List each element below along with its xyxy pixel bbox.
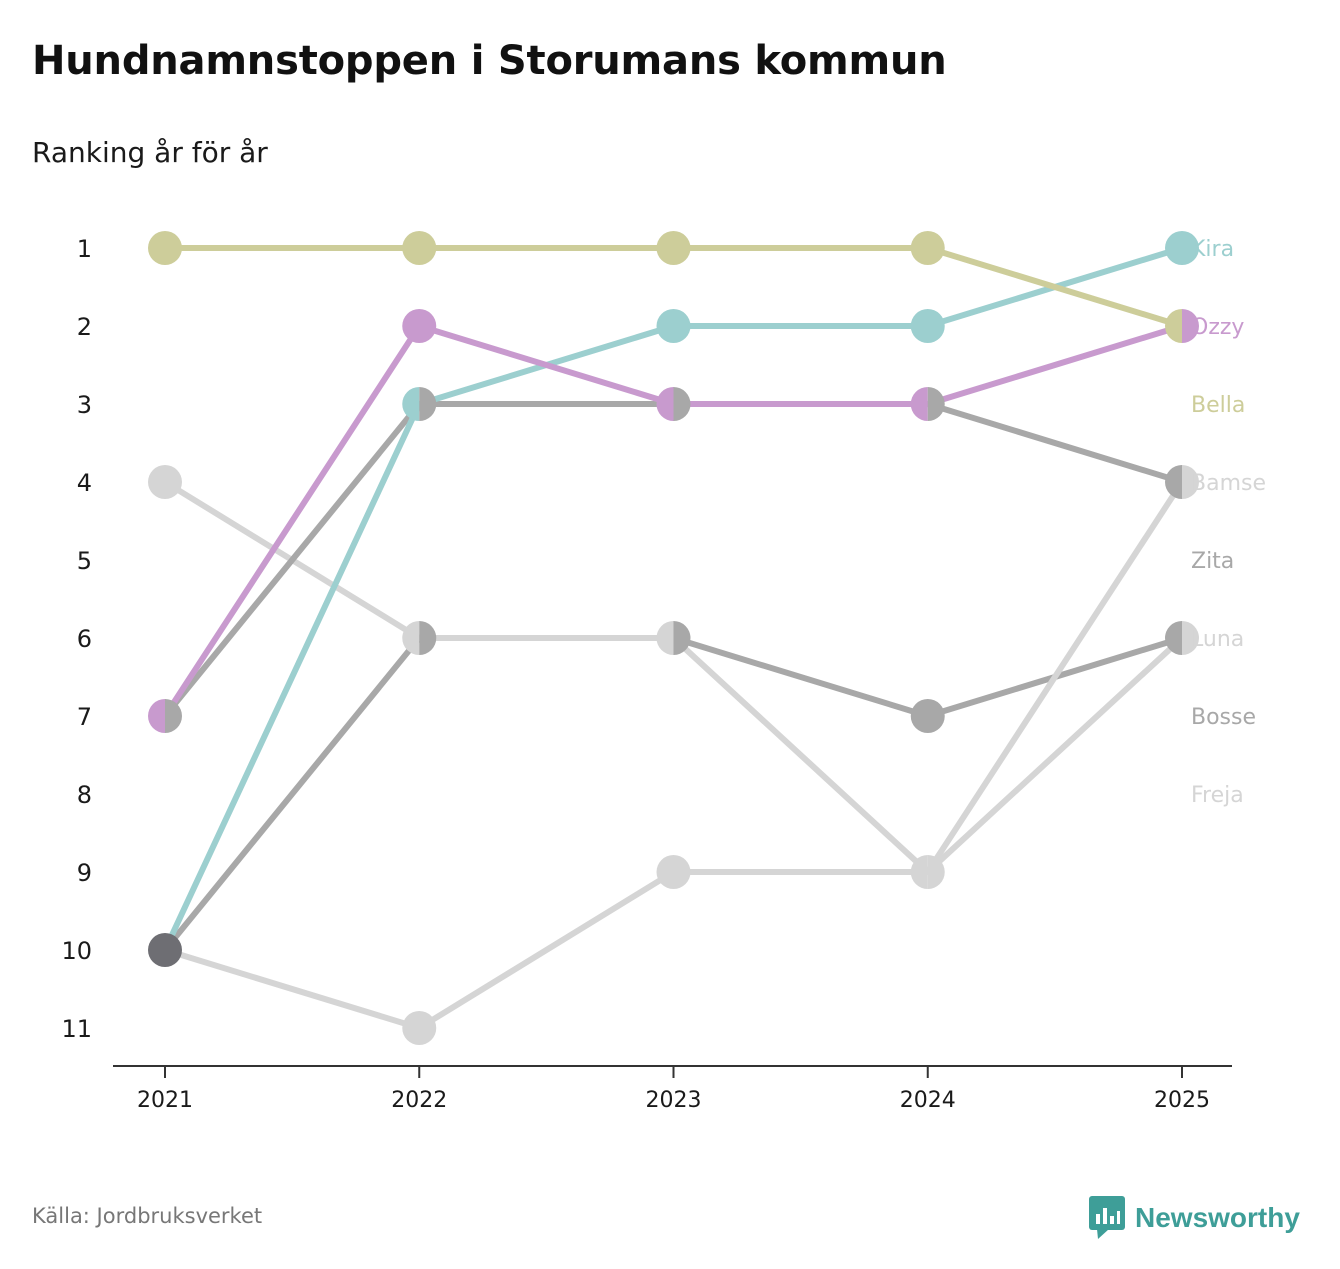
data-point-half-luna	[910, 855, 928, 889]
chart-subtitle: Ranking år för år	[32, 136, 268, 169]
data-point-half-bosse	[419, 621, 437, 655]
data-point-2023-rank-9	[656, 855, 691, 889]
data-point-2023-rank-1	[656, 231, 691, 265]
data-point-half-freja	[1182, 621, 1199, 655]
y-tick-label: 10	[61, 937, 92, 965]
data-point-half-luna	[1182, 465, 1199, 499]
y-tick-label: 7	[77, 703, 92, 731]
data-point-2024-rank-1	[910, 231, 945, 265]
y-tick-label: 3	[77, 391, 92, 419]
series-label-freja: Freja	[1191, 783, 1244, 808]
data-point-2022-rank-3	[402, 387, 437, 421]
data-point-2021-rank-7	[148, 699, 182, 733]
series-label-kira: Kira	[1191, 237, 1234, 262]
data-point-2022-rank-11	[402, 1011, 437, 1045]
data-point-half-luna	[656, 621, 674, 655]
data-point-2024-rank-2	[910, 309, 945, 343]
data-point-2022-rank-6	[402, 621, 437, 655]
y-tick-label: 9	[77, 859, 92, 887]
x-tick-label: 2024	[900, 1088, 956, 1113]
y-tick-label: 5	[77, 547, 92, 575]
data-point-half-ozzy	[656, 387, 674, 421]
x-tick-label: 2025	[1154, 1088, 1210, 1113]
x-axis: 2021 2022 2023 2024 2025	[137, 1066, 1210, 1113]
data-point-half-ozzy	[910, 387, 928, 421]
y-tick-label: 8	[77, 781, 92, 809]
bump-chart: 1 2 3 4 5 6 7 8 9 10 11 Kira Ozzy Bella Bamse Zita Luna…	[61, 231, 1266, 1113]
y-tick-label: 1	[77, 235, 92, 263]
data-point-2022-rank-1	[402, 231, 437, 265]
series-line-ozzy	[162, 323, 1185, 719]
series-label-zita: Zita	[1191, 549, 1234, 574]
data-point-2021-rank-1	[148, 231, 182, 265]
data-point-2022-rank-2	[402, 309, 437, 343]
bar-chart-speech-bubble-icon	[1089, 1196, 1125, 1239]
data-point-half-ozzy	[148, 699, 165, 733]
y-tick-label: 4	[77, 469, 92, 497]
series-label-bella: Bella	[1191, 393, 1245, 418]
y-tick-label: 2	[77, 313, 92, 341]
data-point-half-zita	[927, 387, 945, 421]
series-label-ozzy: Ozzy	[1191, 315, 1244, 340]
x-tick-label: 2023	[646, 1088, 702, 1113]
data-point-half-zita	[673, 387, 691, 421]
data-point-2024-rank-3	[910, 387, 945, 421]
series-line-zita	[162, 401, 1185, 719]
y-tick-label: 11	[61, 1015, 92, 1043]
data-point-2024-rank-9	[910, 855, 945, 889]
y-axis: 1 2 3 4 5 6 7 8 9 10 11	[61, 235, 92, 1043]
brand-name: Newsworthy	[1135, 1202, 1300, 1233]
series-label-bamse: Bamse	[1191, 471, 1266, 496]
series-label-luna: Luna	[1191, 627, 1244, 652]
x-tick-label: 2022	[391, 1088, 447, 1113]
x-tick-label: 2021	[137, 1088, 193, 1113]
series-line-kira	[162, 245, 1185, 953]
data-point-half-zita	[1165, 465, 1182, 499]
data-point-half-freja	[927, 855, 945, 889]
data-point-2023-rank-2	[656, 309, 691, 343]
series-line-luna	[162, 479, 1185, 875]
series-line-bosse	[162, 635, 1185, 953]
brand-logo: Newsworthy	[1089, 1196, 1300, 1240]
data-point-half-zita	[165, 699, 182, 733]
data-point-2023-rank-3	[656, 387, 691, 421]
y-tick-label: 6	[77, 625, 92, 653]
source-note: Källa: Jordbruksverket	[32, 1204, 263, 1228]
series-label-bosse: Bosse	[1191, 705, 1256, 730]
chart-title: Hundnamnstoppen i Storumans kommun	[32, 38, 947, 84]
data-point-half-bella	[1165, 309, 1182, 343]
data-point-half-bosse	[673, 621, 691, 655]
data-point-2025-rank-6	[1165, 621, 1199, 655]
data-point-2021-rank-10	[148, 933, 182, 967]
series-line-freja	[162, 635, 1185, 1031]
data-point-2023-rank-6	[656, 621, 691, 655]
data-point-2025-rank-1	[1165, 231, 1199, 265]
data-point-2025-rank-4	[1165, 465, 1199, 499]
data-point-half-kira	[402, 387, 420, 421]
data-point-half-ozzy	[1182, 309, 1199, 343]
data-point-half-zita	[419, 387, 437, 421]
data-point-2021-rank-4	[148, 465, 182, 499]
series-end-labels: Kira Ozzy Bella Bamse Zita Luna Bosse Freja	[1191, 237, 1266, 808]
series-points	[148, 231, 1199, 1045]
data-point-half-luna	[402, 621, 420, 655]
data-point-half-bosse	[1165, 621, 1182, 655]
data-point-2025-rank-2	[1165, 309, 1199, 343]
data-point-2024-rank-7	[910, 699, 945, 733]
